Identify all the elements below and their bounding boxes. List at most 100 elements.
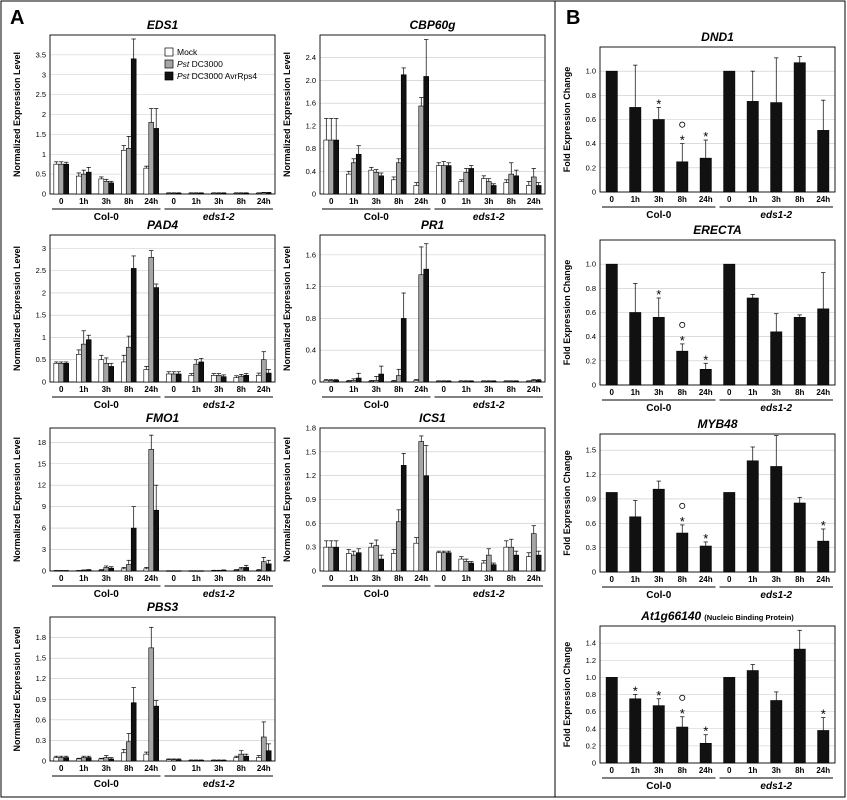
- bar: [413, 380, 420, 383]
- group-label: Col-0: [364, 589, 389, 600]
- y-tick-label: 1.5: [306, 447, 316, 456]
- x-tick-label: 0: [59, 764, 64, 773]
- bar: [723, 70, 736, 193]
- bar: [723, 263, 736, 386]
- x-tick-label: 24h: [414, 574, 428, 583]
- bar: [256, 192, 262, 195]
- plot-frame: [599, 625, 836, 764]
- bar: [215, 570, 222, 572]
- bar: [485, 554, 492, 572]
- legend-entry-name: Mock: [177, 47, 198, 57]
- x-tick-label: 0: [329, 197, 334, 206]
- y-tick-label: 1: [42, 333, 46, 342]
- bar: [629, 698, 642, 764]
- y-axis-label: Normalized Expression Level: [12, 52, 22, 177]
- bar: [130, 58, 137, 195]
- bar: [746, 460, 759, 573]
- significance-asterisk-marker: *: [703, 531, 708, 546]
- panel-a-frame: [0, 0, 556, 798]
- chart-title: PBS3: [147, 600, 179, 614]
- bar: [233, 377, 240, 383]
- x-tick-label: 3h: [372, 574, 381, 583]
- x-tick-label: 1h: [79, 385, 88, 394]
- chart-title: EDS1: [147, 18, 179, 32]
- chart-6: PBS3 0 0.3 0.6 0.9 1.2 1.5 1.8 Normalized Expres…: [12, 600, 276, 790]
- y-tick-label: 0.4: [586, 139, 596, 148]
- y-tick-label: 0: [592, 188, 596, 197]
- x-tick-label: 24h: [527, 197, 541, 206]
- bar: [746, 297, 759, 386]
- significance-asterisk-marker: *: [703, 129, 708, 144]
- x-tick-label: 8h: [678, 195, 687, 204]
- bar: [53, 757, 60, 762]
- bar: [445, 380, 452, 383]
- bar: [63, 163, 69, 195]
- chart-1: CBP60g 0 0.4 0.8 1.2 1.6 2.0 2.4 Normalized Expr…: [282, 18, 546, 223]
- y-tick-label: 0: [42, 757, 46, 766]
- bar: [503, 546, 510, 572]
- significance-asterisk-marker: *: [680, 706, 685, 721]
- y-tick-label: 1.5: [586, 446, 596, 455]
- x-tick-label: 0: [59, 574, 64, 583]
- x-tick-label: 1h: [631, 195, 640, 204]
- bar: [723, 492, 736, 573]
- chart-title: CBP60g: [409, 18, 456, 32]
- bar: [458, 558, 465, 572]
- bar: [125, 346, 132, 383]
- bar: [153, 287, 159, 383]
- bar: [98, 178, 105, 195]
- chart-title-note: (Nucleic Binding Protein): [704, 613, 794, 622]
- bar: [368, 380, 375, 383]
- x-tick-label: 0: [442, 385, 447, 394]
- x-tick-label: 8h: [394, 574, 403, 583]
- bar: [413, 542, 420, 572]
- y-axis-label: Normalized Expression Level: [282, 52, 292, 177]
- chart-9: MYB48 0 0.3 0.6 0.9 1.2 1.5 Fold Expression Cha…: [562, 417, 836, 601]
- x-tick-label: 24h: [527, 574, 541, 583]
- y-tick-label: 1.5: [36, 311, 46, 320]
- y-tick-label: 1.2: [586, 470, 596, 479]
- bar: [130, 527, 137, 572]
- x-tick-label: 1h: [192, 385, 201, 394]
- x-tick-label: 8h: [124, 385, 133, 394]
- bar: [373, 380, 380, 383]
- bar: [148, 647, 155, 762]
- y-tick-label: 2.5: [36, 90, 46, 99]
- bar: [80, 173, 87, 195]
- x-tick-label: 0: [59, 197, 64, 206]
- bar: [368, 546, 375, 572]
- bar: [233, 569, 240, 572]
- chart-title: PAD4: [147, 218, 178, 232]
- chart-3: PR1 0 0.4 0.8 1.2 1.6 Normalized Expression Le…: [282, 218, 546, 411]
- x-tick-label: 24h: [414, 197, 428, 206]
- bar: [468, 168, 474, 195]
- bar: [220, 760, 227, 762]
- bar: [445, 552, 452, 572]
- bar: [793, 62, 806, 193]
- bar: [333, 380, 339, 383]
- bar: [188, 192, 195, 195]
- bar: [817, 730, 830, 764]
- x-tick-label: 3h: [484, 197, 493, 206]
- bar: [699, 157, 712, 193]
- bar: [436, 165, 442, 195]
- y-tick-label: 12: [38, 481, 46, 490]
- bar: [166, 192, 172, 195]
- bar: [395, 375, 402, 383]
- y-tick-label: 6: [42, 524, 46, 533]
- bar: [481, 562, 487, 572]
- bar: [188, 760, 195, 762]
- bar: [198, 192, 204, 195]
- bar: [260, 736, 267, 762]
- x-tick-label: 3h: [102, 574, 111, 583]
- x-tick-label: 8h: [795, 575, 804, 584]
- y-axis-label: Normalized Expression Level: [12, 626, 22, 751]
- bar: [676, 532, 689, 573]
- bar: [63, 757, 69, 762]
- x-tick-label: 1h: [748, 388, 757, 397]
- x-tick-label: 1h: [192, 197, 201, 206]
- y-tick-label: 3: [42, 244, 46, 253]
- bar: [652, 488, 665, 573]
- bar: [535, 185, 542, 195]
